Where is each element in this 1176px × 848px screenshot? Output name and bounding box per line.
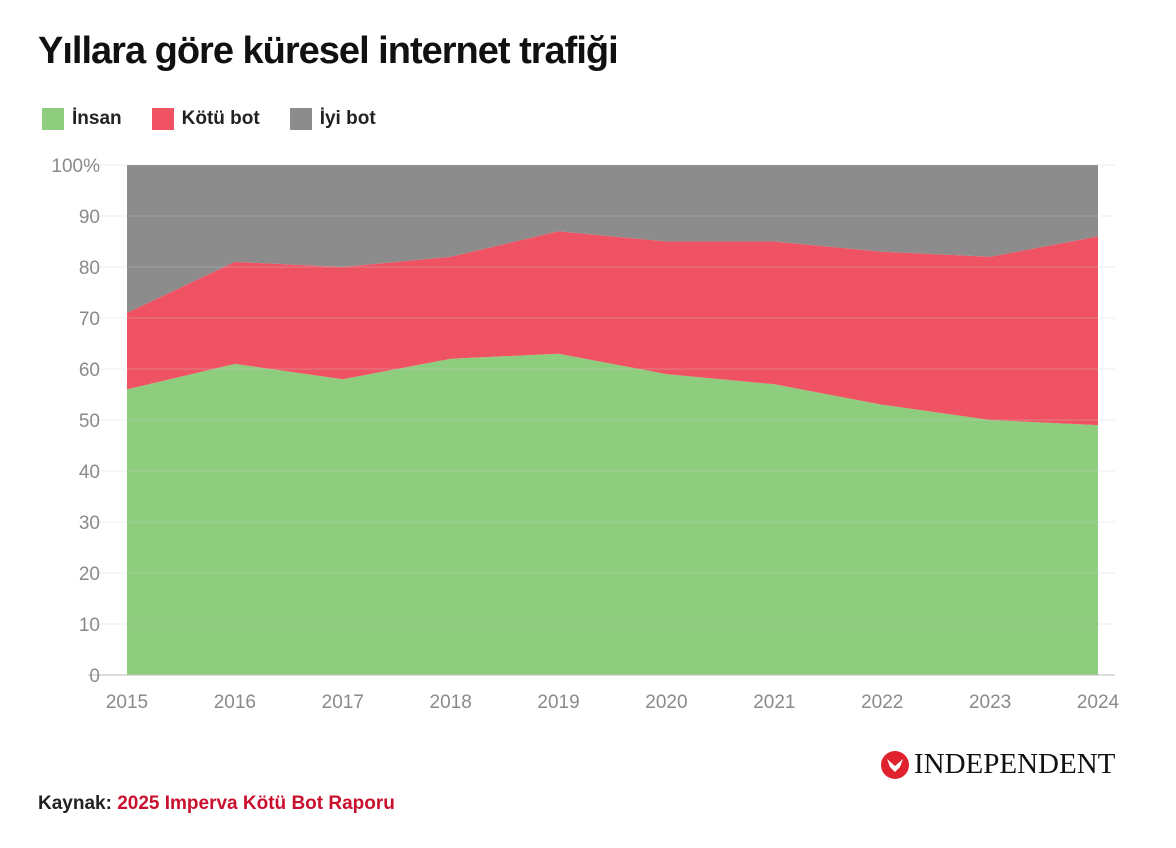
y-tick-label: 70	[79, 309, 100, 330]
y-tick-label: 100%	[51, 156, 100, 177]
source-link[interactable]: 2025 Imperva Kötü Bot Raporu	[117, 793, 395, 814]
independent-logo: INDEPENDENT	[880, 748, 1115, 781]
legend-swatch-human	[42, 108, 64, 130]
source-note: Kaynak: 2025 Imperva Kötü Bot Raporu	[38, 793, 395, 815]
legend-item-good-bot: İyi bot	[289, 108, 376, 130]
legend-item-human: İnsan	[42, 108, 122, 130]
y-tick-label: 10	[79, 615, 100, 636]
x-tick-label: 2017	[322, 692, 364, 713]
legend-swatch-good-bot	[289, 108, 312, 130]
y-tick-label: 80	[79, 258, 100, 279]
chart-title: Yıllara göre küresel internet trafiği	[38, 30, 619, 72]
y-tick-label: 40	[79, 462, 100, 483]
y-tick-label: 50	[79, 411, 100, 432]
area-series-0	[127, 353, 1098, 675]
logo-wordmark: INDEPENDENT	[914, 748, 1116, 780]
legend-label-human: İnsan	[72, 108, 122, 129]
x-tick-label: 2016	[214, 692, 256, 713]
y-tick-label: 90	[79, 207, 100, 228]
x-tick-label: 2023	[969, 692, 1011, 713]
eagle-logo-icon	[881, 750, 909, 779]
legend-item-bad-bot: Kötü bot	[151, 108, 260, 130]
legend: İnsan Kötü bot İyi bot	[42, 108, 376, 130]
legend-label-bad-bot: Kötü bot	[181, 108, 260, 129]
area-series-1	[127, 231, 1098, 426]
x-tick-label: 2015	[106, 692, 148, 713]
x-tick-label: 2018	[430, 692, 472, 713]
legend-swatch-bad-bot	[151, 108, 174, 130]
y-tick-label: 20	[79, 564, 100, 585]
x-tick-label: 2022	[861, 692, 903, 713]
y-tick-label: 60	[79, 360, 100, 381]
y-tick-label: 0	[89, 666, 100, 687]
x-tick-label: 2019	[537, 692, 579, 713]
y-tick-label: 30	[79, 513, 100, 534]
x-tick-label: 2024	[1077, 692, 1120, 713]
legend-label-good-bot: İyi bot	[319, 108, 376, 129]
x-tick-label: 2020	[645, 692, 687, 713]
x-tick-label: 2021	[753, 692, 795, 713]
area-series-2	[127, 165, 1098, 313]
source-label: Kaynak:	[38, 793, 112, 814]
